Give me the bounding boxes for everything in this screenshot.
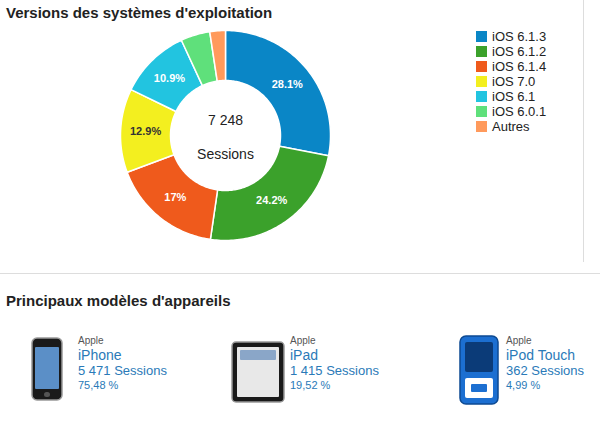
- svg-text:12.9%: 12.9%: [130, 125, 161, 137]
- html-text:iOS 6.1.4: iOS 6.1.4: [492, 59, 547, 74]
- svg-text:28.1%: 28.1%: [272, 78, 303, 90]
- html-text:5 471 Sessions: 5 471 Sessions: [78, 363, 167, 378]
- svg-text:7 248: 7 248: [208, 112, 243, 128]
- svg-text:Sessions: Sessions: [197, 146, 254, 162]
- svg-text:17%: 17%: [164, 191, 186, 203]
- html-text:iOS 6.0.1: iOS 6.0.1: [492, 104, 547, 119]
- html-text:iPhone: iPhone: [78, 347, 122, 363]
- html-text:75,48 %: 75,48 %: [78, 379, 119, 391]
- html-text:iPad: iPad: [290, 347, 318, 363]
- html-text:Apple: Apple: [290, 335, 316, 346]
- html-text:Autres: Autres: [492, 119, 530, 134]
- html-text:Apple: Apple: [78, 335, 104, 346]
- html-text:19,52 %: 19,52 %: [290, 379, 331, 391]
- html-text:1 415 Sessions: 1 415 Sessions: [290, 363, 379, 378]
- html-text:iOS 7.0: iOS 7.0: [492, 74, 536, 89]
- html-text:iPod Touch: iPod Touch: [506, 347, 575, 363]
- html-text:Principaux modèles d'appareils: Principaux modèles d'appareils: [6, 292, 231, 309]
- svg-text:24.2%: 24.2%: [256, 194, 287, 206]
- html-text:iOS 6.1.2: iOS 6.1.2: [492, 44, 547, 59]
- html-text:362 Sessions: 362 Sessions: [506, 363, 585, 378]
- html-text:4,99 %: 4,99 %: [506, 379, 541, 391]
- html-text:Apple: Apple: [506, 335, 532, 346]
- svg-text:10.9%: 10.9%: [154, 72, 185, 84]
- html-text:iOS 6.1: iOS 6.1: [492, 89, 536, 104]
- html-text:Versions des systèmes d'exploi: Versions des systèmes d'exploitation: [6, 4, 273, 21]
- html-text:iOS 6.1.3: iOS 6.1.3: [492, 29, 547, 44]
